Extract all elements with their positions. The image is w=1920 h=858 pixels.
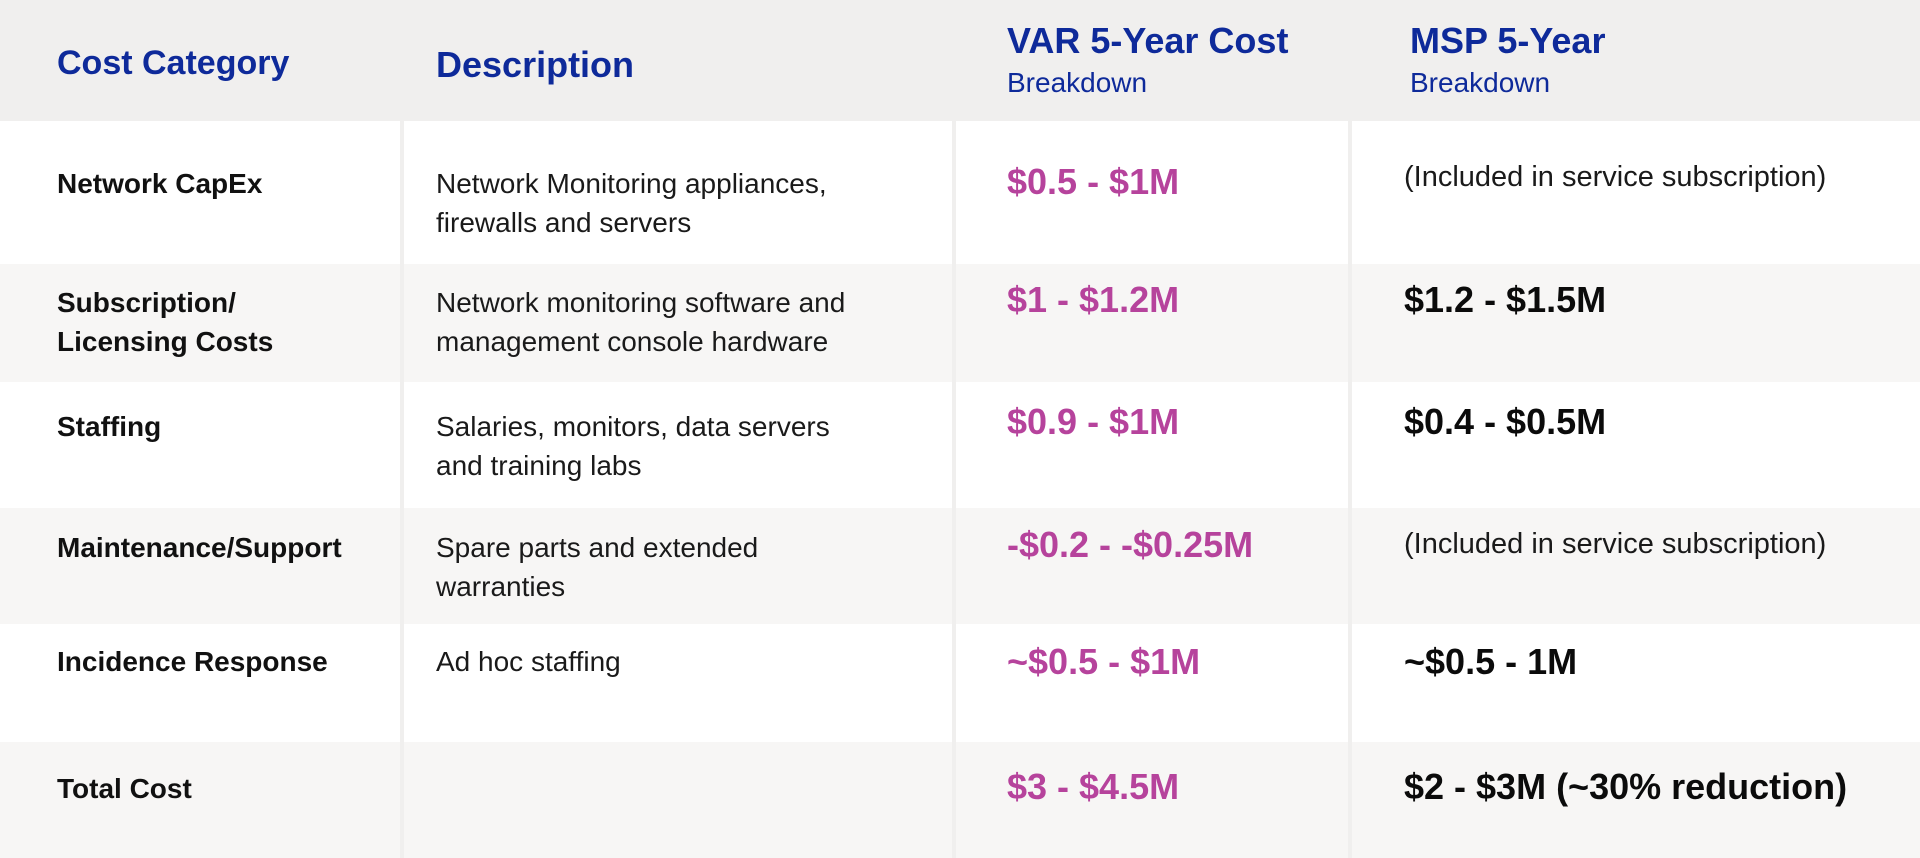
msp-cost-value: (Included in service subscription) [1404, 161, 1827, 193]
var-cost-cell: -$0.2 - -$0.25M [956, 508, 1348, 624]
msp-cost-cell: $1.2 - $1.5M [1352, 264, 1920, 382]
var-cost-value: $3 - $4.5M [1007, 766, 1180, 807]
description-cell: Network monitoring software and manageme… [404, 264, 952, 382]
category-label: Staffing [57, 411, 162, 442]
var-cost-value: -$0.2 - -$0.25M [1007, 524, 1254, 565]
var-cost-cell: $0.5 - $1M [956, 121, 1348, 264]
category-cell: Maintenance/Support [0, 508, 400, 624]
table-row: Incidence Response Ad hoc staffing ~$0.5… [0, 624, 1920, 742]
header-cost-category: Cost Category [57, 44, 290, 82]
var-cost-cell: ~$0.5 - $1M [956, 624, 1348, 742]
msp-cost-cell: (Included in service subscription) [1352, 121, 1920, 264]
category-cell: Staffing [0, 382, 400, 508]
description-cell: Network Monitoring appliances, firewalls… [404, 121, 952, 264]
category-cell: Total Cost [0, 742, 400, 858]
table-row-total: Total Cost $3 - $4.5M $2 - $3M (~30% red… [0, 742, 1920, 858]
msp-cost-value: ~$0.5 - 1M [1404, 641, 1578, 682]
category-label: Maintenance/Support [57, 532, 342, 563]
msp-cost-cell: $0.4 - $0.5M [1352, 382, 1920, 508]
var-cost-value: ~$0.5 - $1M [1007, 641, 1201, 682]
header-msp-cell: MSP 5-Year Breakdown [1352, 0, 1920, 121]
description-cell: Salaries, monitors, data servers and tra… [404, 382, 952, 508]
msp-cost-cell: $2 - $3M (~30% reduction) [1352, 742, 1920, 858]
msp-cost-value: $1.2 - $1.5M [1404, 279, 1607, 320]
table-row: Staffing Salaries, monitors, data server… [0, 382, 1920, 508]
var-cost-value: $0.9 - $1M [1007, 401, 1180, 442]
var-cost-cell: $1 - $1.2M [956, 264, 1348, 382]
category-cell: Incidence Response [0, 624, 400, 742]
msp-cost-cell: (Included in service subscription) [1352, 508, 1920, 624]
category-cell: Network CapEx [0, 121, 400, 264]
header-var-title: VAR 5-Year Cost [1007, 20, 1289, 61]
table-row: Subscription/ Licensing Costs Network mo… [0, 264, 1920, 382]
header-msp-title: MSP 5-Year [1410, 20, 1606, 61]
table-row: Maintenance/Support Spare parts and exte… [0, 508, 1920, 624]
header-description: Description [436, 44, 635, 85]
description-cell: Spare parts and extended warranties [404, 508, 952, 624]
var-cost-value: $0.5 - $1M [1007, 161, 1180, 202]
header-var-cell: VAR 5-Year Cost Breakdown [956, 0, 1348, 121]
msp-cost-value: (Included in service subscription) [1404, 528, 1827, 560]
msp-cost-cell: ~$0.5 - 1M [1352, 624, 1920, 742]
description-text: Network Monitoring appliances, firewalls… [436, 168, 827, 238]
header-description-cell: Description [404, 0, 952, 121]
msp-cost-value: $0.4 - $0.5M [1404, 401, 1607, 442]
var-cost-value: $1 - $1.2M [1007, 279, 1180, 320]
table-row: Network CapEx Network Monitoring applian… [0, 121, 1920, 264]
table-header-row: Cost Category Description VAR 5-Year Cos… [0, 0, 1920, 121]
description-text: Spare parts and extended warranties [436, 532, 759, 602]
category-label: Total Cost [57, 773, 192, 804]
msp-cost-value: $2 - $3M (~30% reduction) [1404, 766, 1848, 807]
category-label: Subscription/ Licensing Costs [57, 287, 274, 357]
var-cost-cell: $0.9 - $1M [956, 382, 1348, 508]
description-text: Ad hoc staffing [436, 646, 621, 677]
description-text: Network monitoring software and manageme… [436, 287, 846, 357]
header-cost-category-cell: Cost Category [0, 0, 400, 121]
description-cell: Ad hoc staffing [404, 624, 952, 742]
category-label: Network CapEx [57, 168, 263, 199]
header-var-subtitle: Breakdown [1007, 67, 1148, 98]
category-label: Incidence Response [57, 646, 328, 677]
header-msp-subtitle: Breakdown [1410, 67, 1551, 98]
description-cell [404, 742, 952, 858]
category-cell: Subscription/ Licensing Costs [0, 264, 400, 382]
var-cost-cell: $3 - $4.5M [956, 742, 1348, 858]
description-text: Salaries, monitors, data servers and tra… [436, 411, 830, 481]
